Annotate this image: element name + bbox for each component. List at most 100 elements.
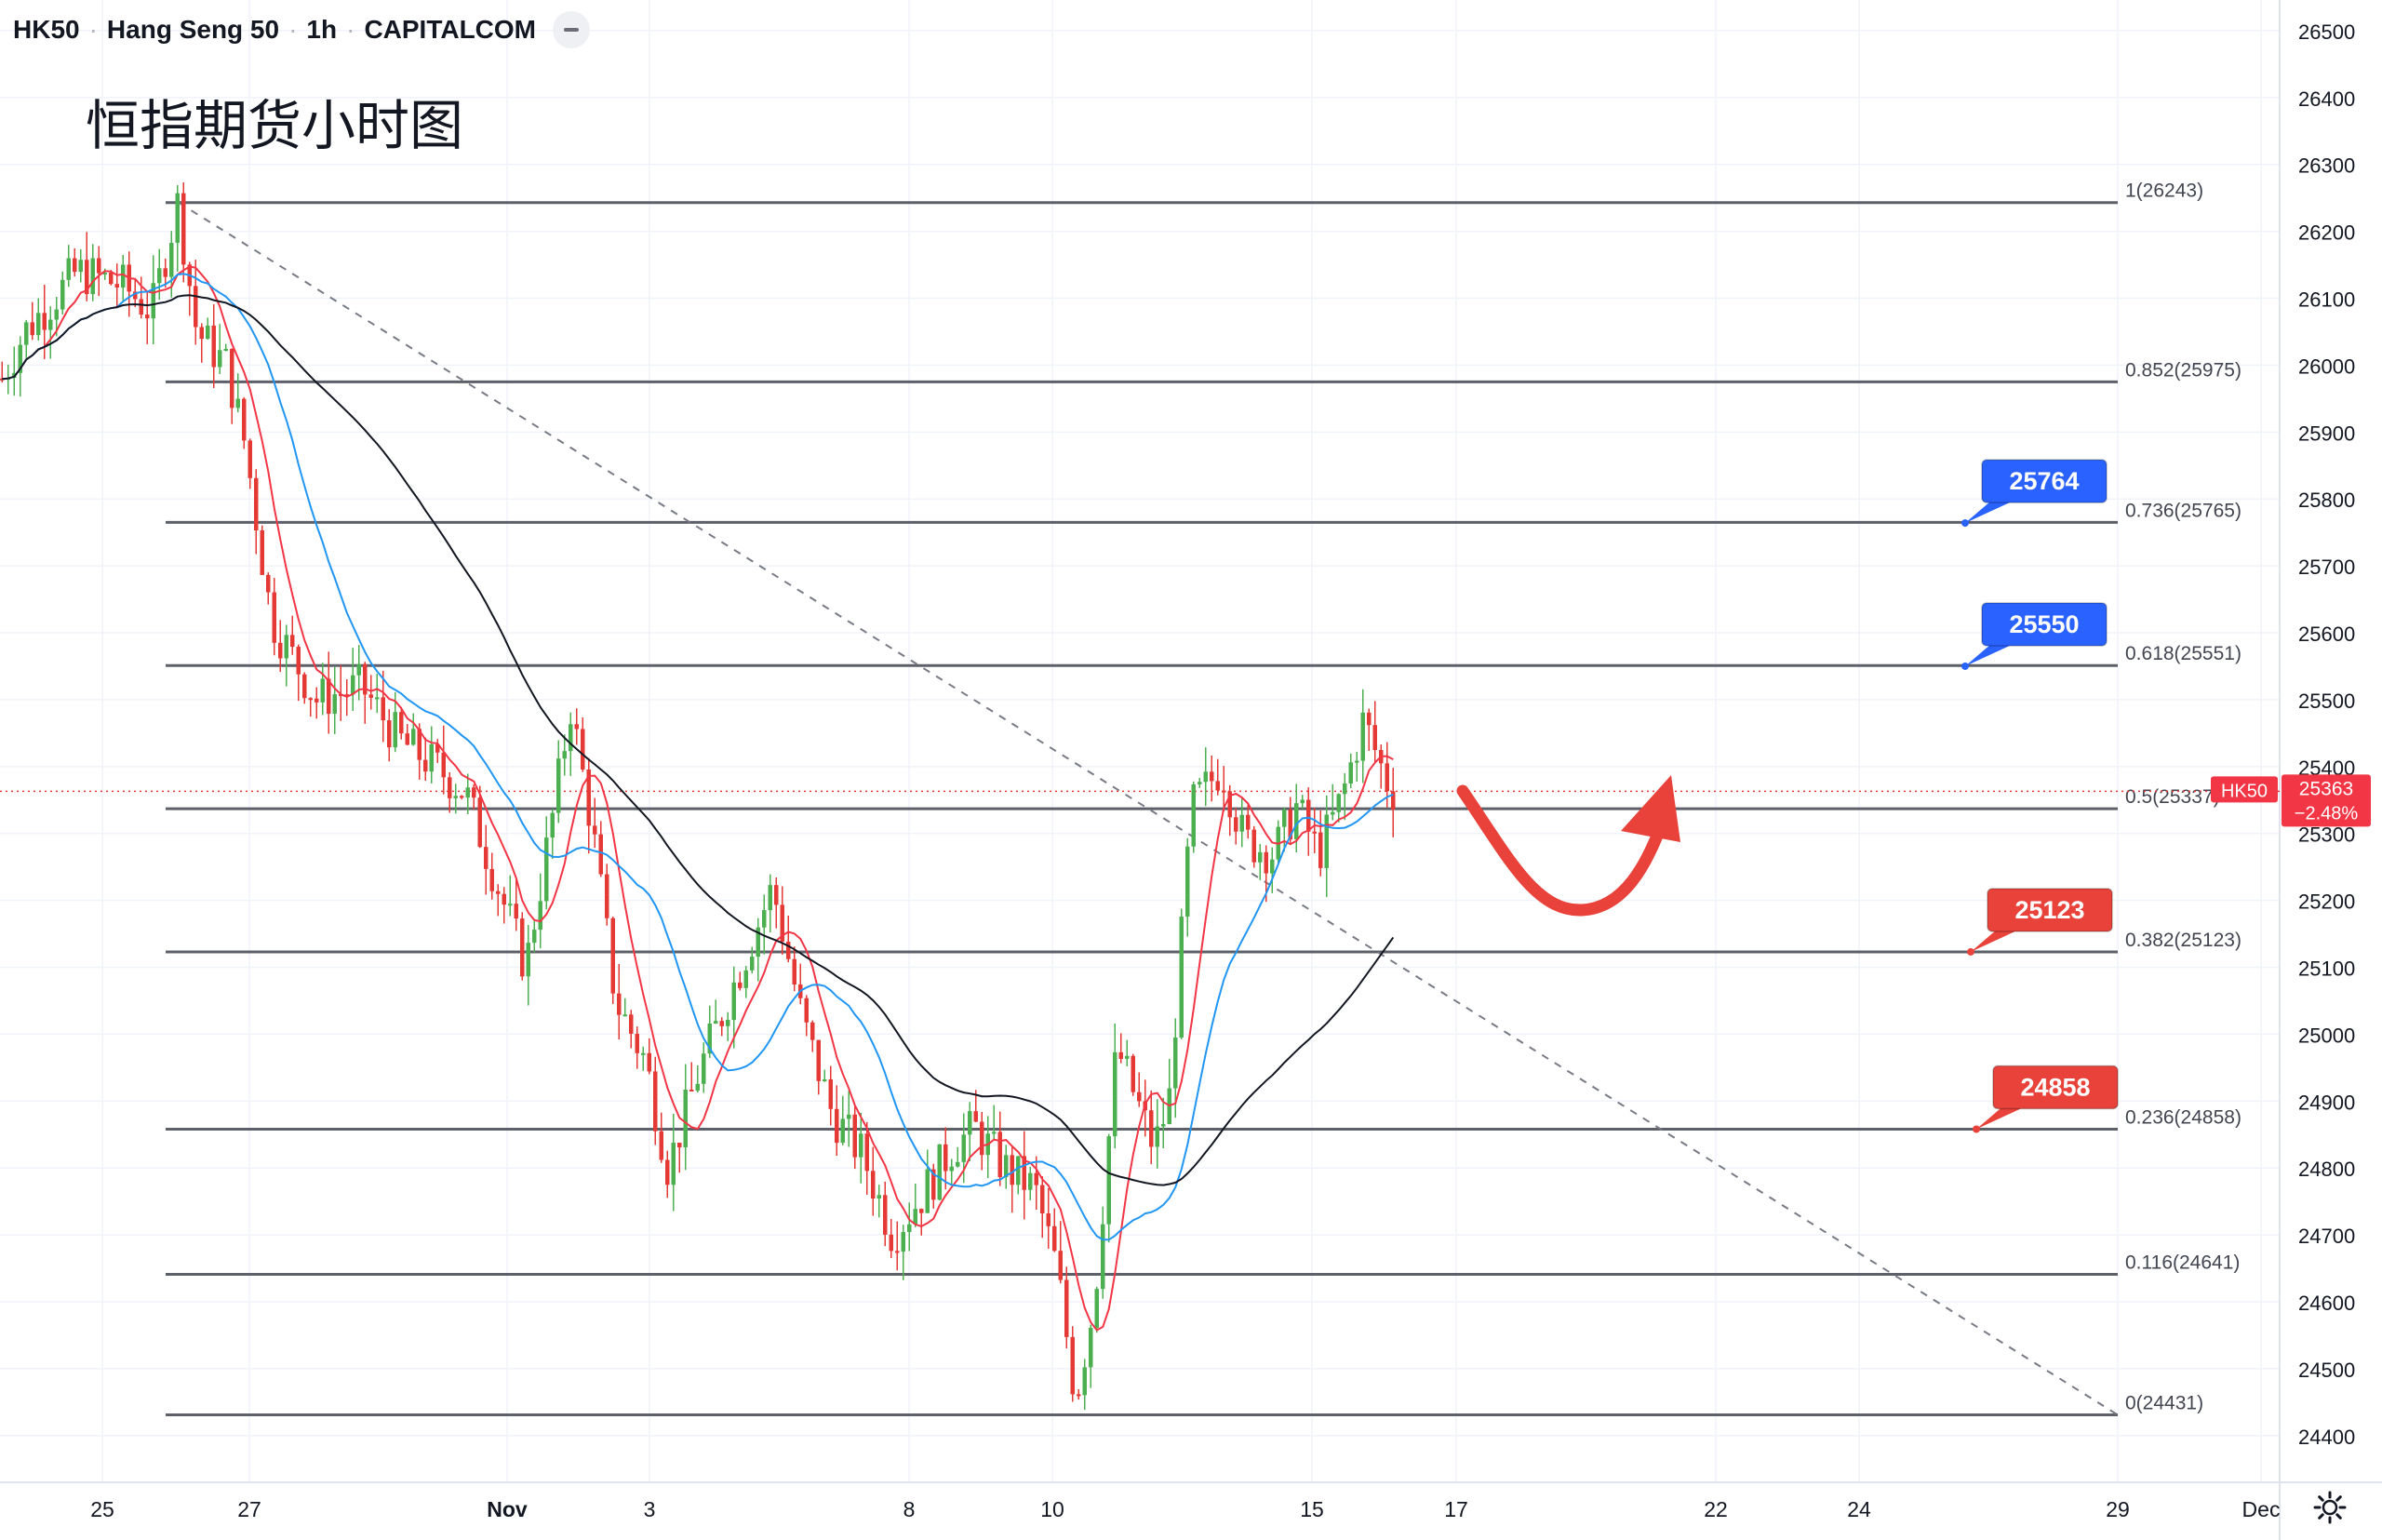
symbol-name: Hang Seng 50: [106, 15, 280, 44]
fib-level-label: 0.736(25765): [2125, 500, 2241, 521]
candle-body: [677, 1143, 682, 1148]
callout-box: [1992, 1065, 2119, 1110]
candle-body: [968, 1111, 972, 1135]
candle-body: [774, 885, 779, 905]
candle-body: [653, 1071, 658, 1132]
candle-body: [1082, 1367, 1087, 1396]
candle-body: [586, 769, 591, 826]
price-axis-tick-label: 26300: [2298, 154, 2355, 178]
candle-body: [1318, 832, 1323, 868]
candle-body: [961, 1134, 966, 1162]
candle-body: [169, 242, 174, 277]
candle-body: [489, 868, 494, 891]
price-tag-symbol: HK50: [2221, 781, 2268, 801]
candle-body: [671, 1143, 676, 1185]
candle-body: [175, 193, 180, 243]
symbol-code[interactable]: HK50: [13, 15, 80, 44]
candle-body: [1131, 1055, 1135, 1092]
candle-body: [1028, 1172, 1033, 1190]
callout-anchor-dot: [1973, 1125, 1980, 1133]
candle-body: [756, 927, 760, 957]
candle-body: [1106, 1136, 1111, 1225]
candle-body: [569, 724, 573, 752]
candle-body: [1113, 1051, 1117, 1137]
candle-body: [181, 193, 186, 265]
candle-body: [411, 729, 416, 745]
callout-label: 24858: [2020, 1074, 2090, 1102]
candle-body: [1239, 814, 1244, 832]
candle-body: [1101, 1224, 1105, 1290]
candle-body: [393, 712, 397, 748]
candle-body: [1185, 846, 1190, 917]
price-axis-tick-label: 24700: [2298, 1225, 2355, 1248]
settings-gear-icon[interactable]: [2311, 1489, 2349, 1526]
callout-label: 25123: [2014, 896, 2084, 924]
fib-level-label: 0.382(25123): [2125, 930, 2241, 951]
candle-body: [593, 825, 597, 835]
candle-body: [1312, 831, 1317, 834]
candle-body: [327, 678, 331, 715]
candle-body: [381, 697, 385, 721]
candle-body: [387, 720, 392, 748]
candle-body: [931, 1169, 936, 1200]
candle-body: [804, 998, 809, 1023]
candle-body: [520, 918, 525, 977]
candle-body: [1070, 1336, 1075, 1395]
candle-body: [199, 327, 204, 340]
separator-dot: ·: [346, 15, 355, 44]
candle-body: [375, 697, 380, 700]
interval-label[interactable]: 1h: [306, 15, 338, 44]
candle-body: [1222, 790, 1226, 793]
candle-body: [260, 529, 264, 575]
candle-body: [97, 258, 101, 274]
candle-body: [302, 674, 307, 699]
candle-body: [1367, 712, 1372, 726]
time-axis-tick-label: Dec: [2242, 1497, 2281, 1521]
candle-body: [532, 930, 537, 944]
fib-level-label: 0.5(25337): [2125, 786, 2220, 808]
candle-body: [695, 1083, 700, 1091]
candle-body: [1058, 1251, 1063, 1280]
candle-body: [48, 319, 53, 330]
candle-body: [1179, 917, 1184, 1038]
candle-body: [1270, 859, 1275, 874]
candle-body: [956, 1161, 960, 1167]
price-axis-tick-label: 24800: [2298, 1158, 2355, 1181]
candle-body: [1064, 1279, 1069, 1337]
candle-body: [949, 1166, 954, 1172]
candle-body: [1203, 771, 1208, 783]
candle-body: [1094, 1289, 1099, 1328]
time-axis-tick-label: 22: [1704, 1497, 1728, 1521]
candle-body: [1155, 1126, 1159, 1147]
candle-body: [1227, 791, 1232, 818]
candle-body: [622, 1014, 627, 1017]
candle-body: [157, 268, 162, 284]
price-axis-tick-label: 26000: [2298, 355, 2355, 378]
candle-body: [859, 1133, 863, 1158]
candle-body: [223, 348, 228, 351]
candle-body: [889, 1234, 893, 1252]
candle-body: [1234, 817, 1238, 832]
candle-body: [1246, 814, 1251, 830]
chart-annotation-title: 恒指期货小时图: [86, 94, 464, 157]
candle-body: [206, 325, 210, 340]
price-axis-tick-label: 26400: [2298, 87, 2355, 111]
candle-body: [290, 635, 295, 648]
candle-body: [659, 1131, 663, 1160]
candle-body: [266, 574, 271, 593]
candle-body: [133, 291, 138, 300]
candle-body: [1004, 1155, 1009, 1178]
candle-body: [883, 1195, 888, 1235]
candle-body: [1052, 1225, 1057, 1252]
collapse-legend-button[interactable]: [553, 11, 591, 48]
price-tag-symbol-box: [2211, 776, 2278, 803]
candle-body: [211, 325, 216, 368]
time-axis-tick-label: 10: [1040, 1497, 1064, 1521]
candle-body: [145, 315, 150, 319]
candle-body: [356, 663, 361, 676]
candle-body: [272, 592, 276, 643]
price-axis-tick-label: 25500: [2298, 690, 2355, 713]
candle-body: [1372, 725, 1377, 751]
callout-box: [1981, 602, 2108, 647]
